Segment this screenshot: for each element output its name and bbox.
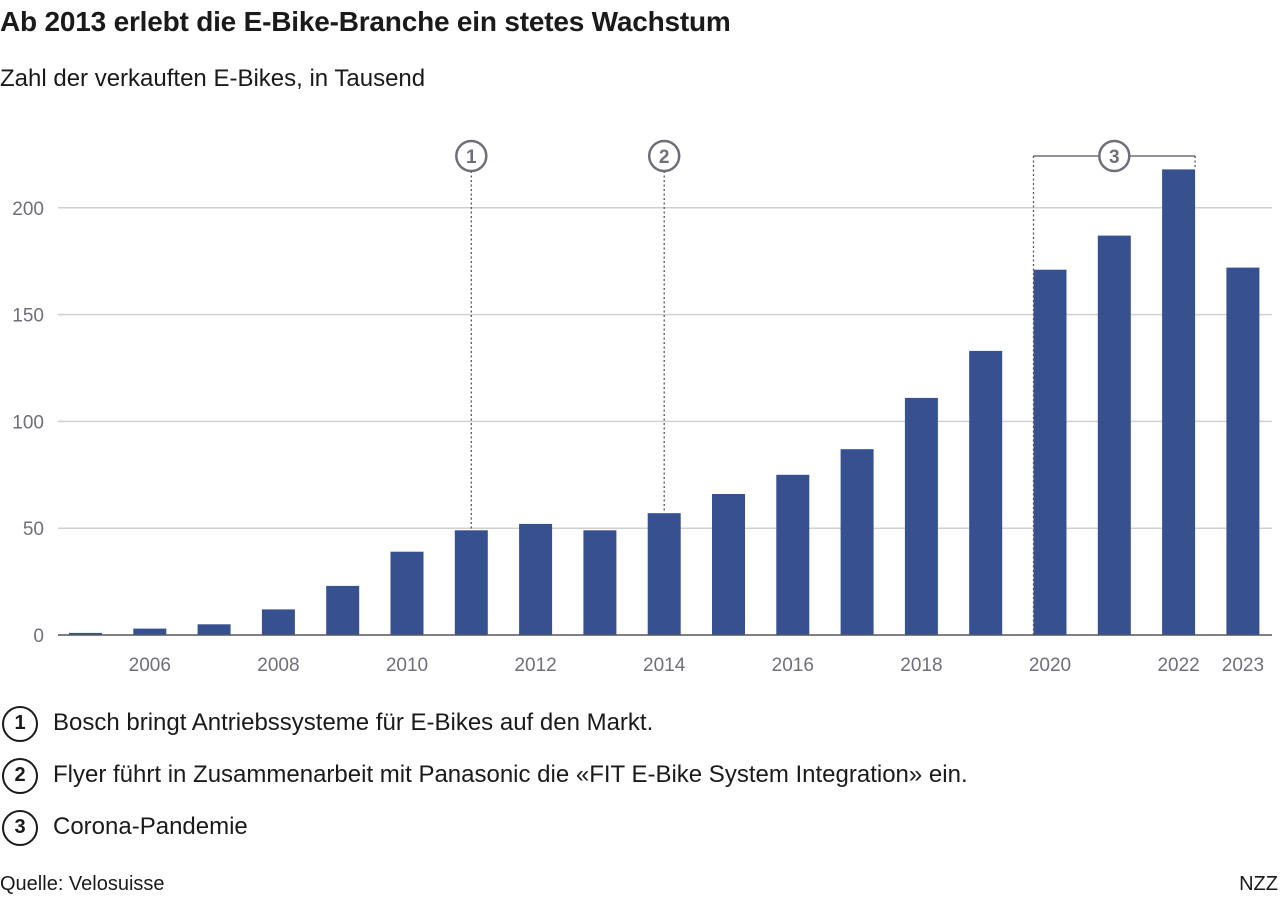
x-tick-label-2014: 2014 bbox=[643, 655, 686, 676]
y-tick-label-200: 200 bbox=[12, 199, 44, 220]
marker-2-circle bbox=[647, 139, 681, 173]
bar-2017 bbox=[840, 449, 874, 635]
annotation-badge-2: 2 bbox=[2, 758, 38, 794]
x-tick-label-2008: 2008 bbox=[257, 655, 299, 676]
bar-2020 bbox=[1033, 269, 1067, 635]
annotation-badge-1: 1 bbox=[2, 706, 38, 742]
bar-2014 bbox=[647, 513, 681, 635]
marker-1-label: 1 bbox=[466, 147, 477, 168]
marker-3-label: 3 bbox=[1109, 147, 1120, 168]
bar-2005 bbox=[69, 632, 102, 635]
bar-2009 bbox=[326, 585, 360, 635]
bar-2008 bbox=[261, 609, 295, 635]
chart-subtitle: Zahl der verkauften E-Bikes, in Tausend bbox=[0, 65, 426, 92]
bar-2016 bbox=[776, 474, 810, 635]
brand-logo-text: NZZ bbox=[1239, 873, 1278, 895]
x-tick-label-2023: 2023 bbox=[1222, 655, 1264, 676]
bar-2021 bbox=[1097, 235, 1131, 635]
bar-2019 bbox=[969, 350, 1003, 635]
bar-2015 bbox=[712, 494, 745, 635]
bar-2012 bbox=[519, 523, 553, 635]
source-note: Quelle: Velosuisse bbox=[0, 873, 165, 895]
marker-1-circle bbox=[455, 139, 488, 173]
x-tick-label-2012: 2012 bbox=[514, 655, 556, 676]
bar-2013 bbox=[583, 530, 617, 635]
annotation-text-1: Bosch bringt Antriebssysteme für E-Bikes… bbox=[53, 709, 654, 736]
x-tick-label-2020: 2020 bbox=[1029, 655, 1071, 676]
x-tick-label-2006: 2006 bbox=[129, 655, 171, 676]
bar-chart: 0 50 100 150 200 2006 2008 2010 2012 2014 2016 2018… bbox=[12, 139, 1272, 676]
annotation-text-2: Flyer führt in Zusammenarbeit mit Panaso… bbox=[53, 761, 968, 788]
bar-2010 bbox=[390, 551, 424, 635]
chart-title: Ab 2013 erlebt die E-Bike-Branche ein st… bbox=[0, 6, 731, 37]
marker-3-circle bbox=[1098, 139, 1131, 173]
x-tick-label-2010: 2010 bbox=[386, 655, 428, 676]
marker-2-label: 2 bbox=[659, 147, 670, 168]
x-tick-label-2018: 2018 bbox=[900, 655, 942, 676]
y-tick-label-50: 50 bbox=[23, 519, 44, 540]
bar-2023 bbox=[1226, 267, 1260, 635]
bar-2018 bbox=[904, 397, 938, 635]
x-tick-label-2016: 2016 bbox=[772, 655, 814, 676]
bar-2006 bbox=[133, 628, 167, 635]
bar-2011 bbox=[454, 530, 488, 635]
y-tick-label-0: 0 bbox=[33, 626, 44, 647]
bar-2022 bbox=[1162, 169, 1196, 635]
annotation-badge-3: 3 bbox=[2, 810, 38, 846]
y-tick-label-150: 150 bbox=[12, 306, 44, 327]
y-tick-label-100: 100 bbox=[12, 412, 44, 433]
annotation-text-3: Corona-Pandemie bbox=[53, 813, 248, 840]
x-tick-label-2022: 2022 bbox=[1157, 655, 1199, 676]
bar-2007 bbox=[197, 624, 231, 635]
